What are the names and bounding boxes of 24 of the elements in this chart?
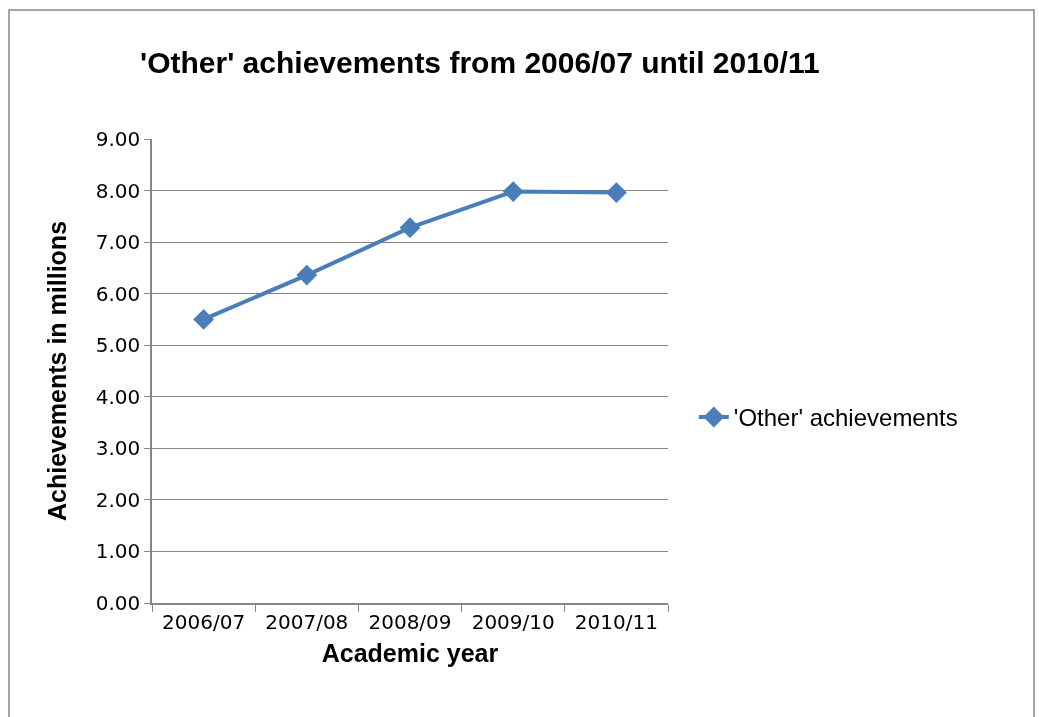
- y-tick-label: 8.00: [95, 178, 141, 203]
- y-tick-label: 4.00: [95, 384, 141, 409]
- point: [502, 181, 524, 202]
- y-tick-label: 2.00: [95, 487, 141, 512]
- chart-title: 'Other' achievements from 2006/07 until 2010/11: [140, 45, 820, 79]
- legend-label: 'Other' achievements: [733, 404, 958, 432]
- y-tick-label: 3.00: [95, 436, 141, 461]
- x-tick-label: 2007/08: [265, 609, 349, 634]
- point: [399, 217, 421, 239]
- x-tick-label: 2009/10: [471, 609, 555, 634]
- y-axis-title: Achievements in millions: [42, 220, 71, 522]
- y-tick-label: 5.00: [95, 333, 141, 358]
- y-tick-label: 7.00: [95, 230, 141, 255]
- y-tick-label: 6.00: [95, 281, 141, 306]
- point: [606, 182, 627, 204]
- y-tick-label: 9.00: [95, 127, 141, 151]
- point: [296, 264, 318, 286]
- x-tick-label: 2008/09: [368, 609, 452, 634]
- x-axis-title: Academic year: [321, 639, 499, 668]
- x-tick-label: 2006/07: [162, 609, 246, 634]
- y-tick-label: 0.00: [95, 591, 141, 615]
- point: [193, 309, 214, 330]
- y-tick-label: 1.00: [95, 539, 141, 564]
- x-tick-label: 2010/11: [574, 609, 658, 634]
